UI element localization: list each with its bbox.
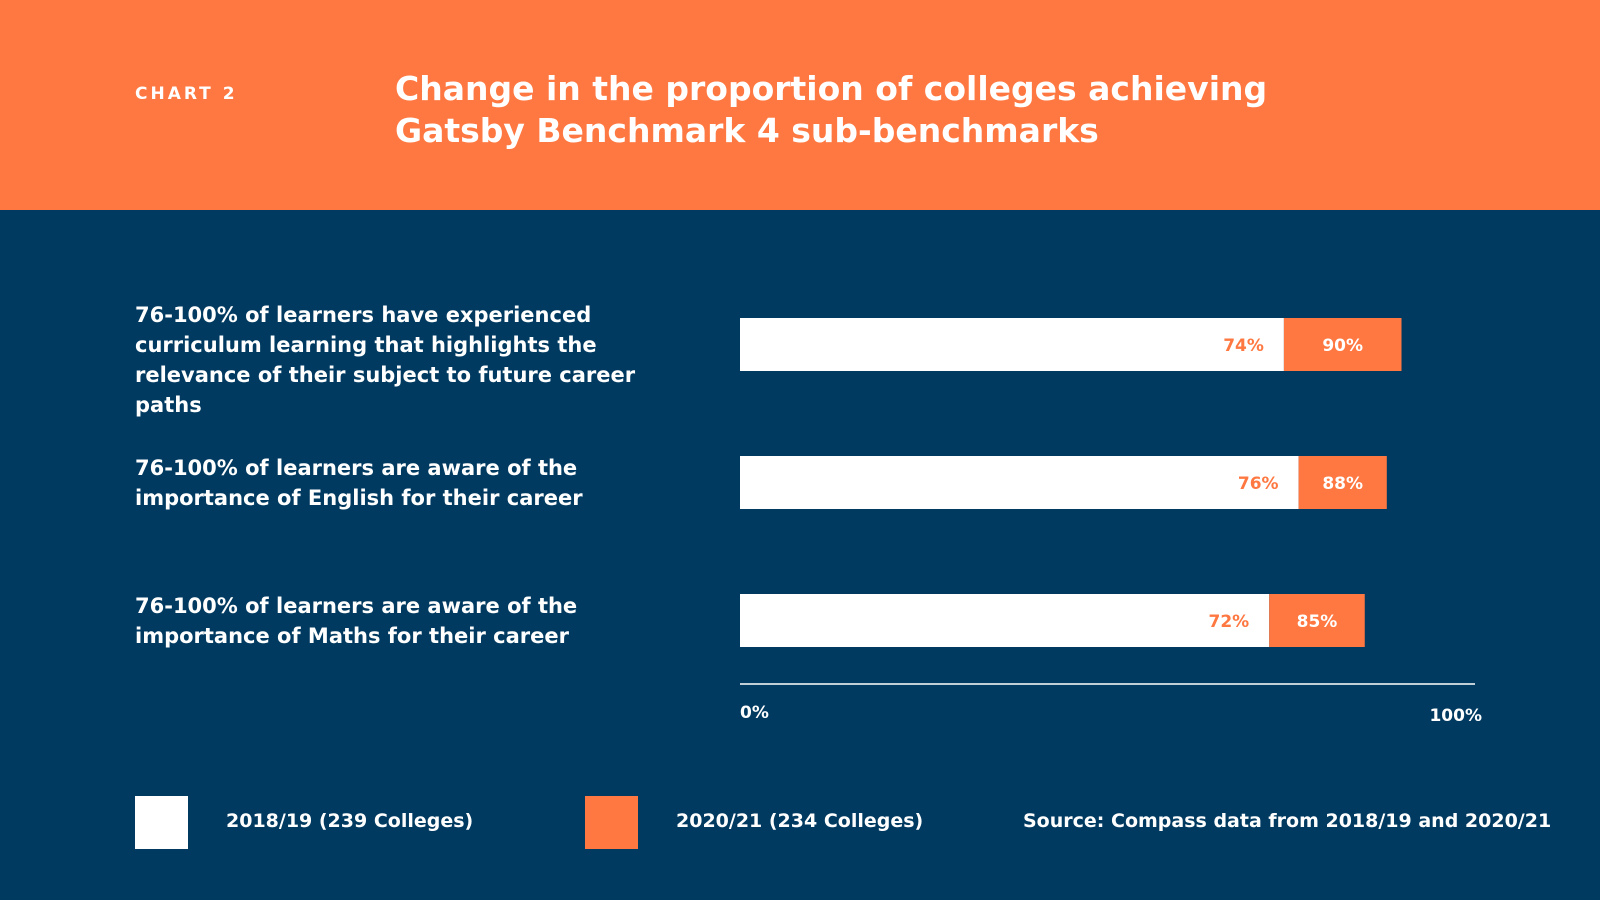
data-label-2020: 90% [1322, 336, 1363, 356]
category-label-line: 76-100% of learners have experienced [135, 302, 592, 327]
bar-2018 [740, 594, 1270, 647]
category-label-line: importance of Maths for their career [135, 623, 569, 648]
data-label-2020: 85% [1297, 612, 1338, 632]
category-label: 76-100% of learners have experienced curr… [135, 300, 695, 420]
legend-swatch-2020 [585, 796, 638, 849]
data-label-2018: 72% [1208, 612, 1249, 632]
category-label-line: 76-100% of learners are aware of the [135, 593, 578, 618]
title-line: Gatsby Benchmark 4 sub-benchmarks [395, 111, 1099, 150]
bar-2018 [740, 318, 1284, 371]
data-label-2018: 76% [1238, 474, 1279, 494]
title-line: Change in the proportion of colleges ach… [395, 69, 1268, 108]
header: CHART 2 Change in the proportion of coll… [0, 0, 1600, 210]
data-label-2020: 88% [1322, 474, 1363, 494]
chart-title: Change in the proportion of colleges ach… [395, 68, 1295, 152]
category-label: 76-100% of learners are aware of the impo… [135, 591, 695, 651]
legend-swatch-2018 [135, 796, 188, 849]
bar-2018 [740, 456, 1299, 509]
bar-2020 [1283, 318, 1402, 371]
category-label: 76-100% of learners are aware of the impo… [135, 453, 695, 513]
data-label-2018: 74% [1223, 336, 1264, 356]
source-note: Source: Compass data from 2018/19 and 20… [1023, 810, 1552, 832]
legend-label-2018: 2018/19 (239 Colleges) [226, 810, 474, 832]
tick-label-0: 0% [740, 703, 769, 723]
category-label-line: curriculum learning that highlights the [135, 332, 597, 357]
category-label-line: importance of English for their career [135, 485, 583, 510]
category-label-line: relevance of their subject to future car… [135, 362, 636, 417]
bar-2020 [1269, 594, 1365, 647]
legend-label-2020: 2020/21 (234 Colleges) [676, 810, 924, 832]
bar-2020 [1298, 456, 1387, 509]
tick-label-100: 100% [1429, 706, 1482, 726]
category-label-line: 76-100% of learners are aware of the [135, 455, 578, 480]
chart-number-label: CHART 2 [135, 84, 238, 104]
